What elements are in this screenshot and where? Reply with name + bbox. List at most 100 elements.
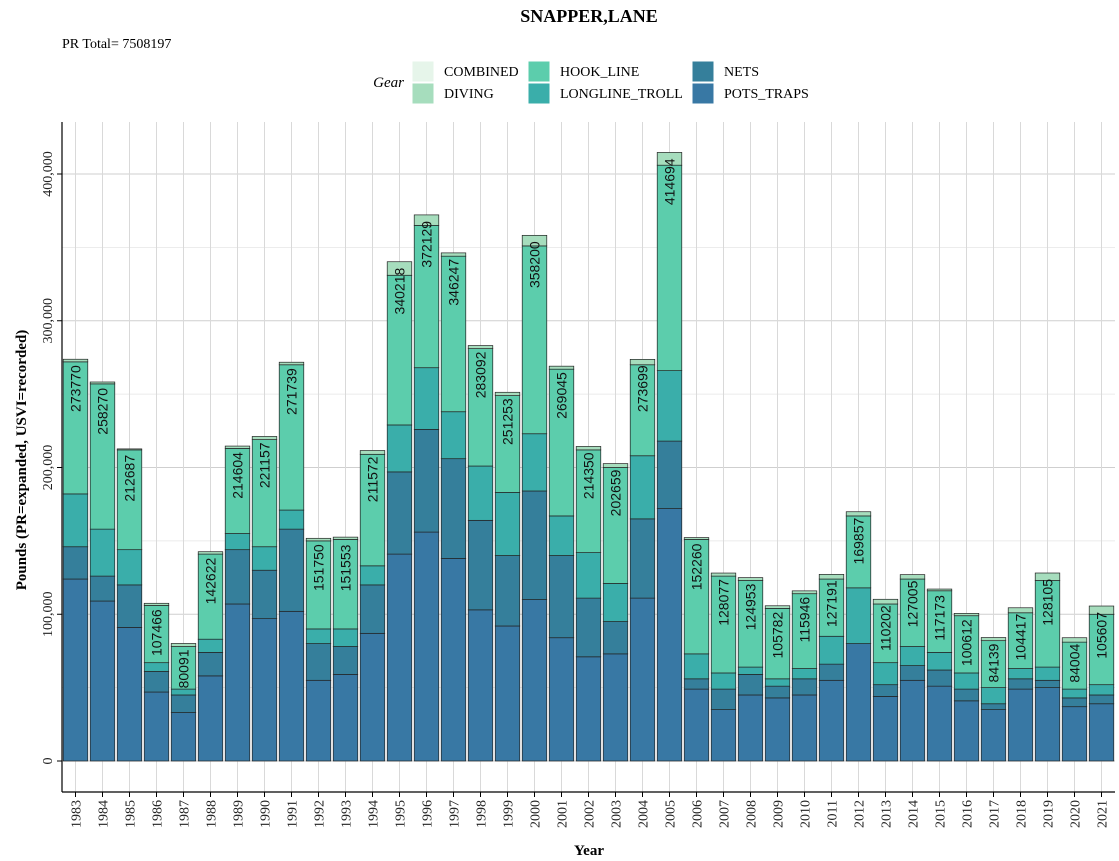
x-tick-label: 2013	[880, 800, 895, 828]
bar-segment-diving	[710, 572, 737, 577]
bar-segment-longline-troll	[602, 583, 629, 622]
x-tick-label: 1991	[286, 800, 301, 828]
bar-segment-pots-traps	[143, 691, 170, 762]
bar-segment-nets	[143, 671, 170, 693]
bar-segment-diving	[602, 463, 629, 468]
bar-segment-longline-troll	[710, 672, 737, 690]
bar-total-label: 151553	[338, 544, 354, 591]
bar-segment-hook-line	[1034, 580, 1061, 668]
y-tick-label: 300,000	[41, 298, 56, 344]
x-tick-label: 2012	[853, 800, 868, 828]
bar-segment-pots-traps	[1007, 688, 1034, 762]
bar-segment-nets	[656, 440, 683, 509]
bar-segment-nets	[224, 549, 251, 605]
bar-segment-nets	[980, 703, 1007, 710]
bar-segment-pots-traps	[224, 603, 251, 762]
y-tick-label: 400,000	[41, 151, 56, 197]
bar-segment-longline-troll	[143, 662, 170, 672]
bar-total-label: 283092	[473, 351, 489, 398]
bar-total-label: 127005	[905, 580, 921, 627]
bar-total-label: 214604	[230, 452, 246, 499]
bar-segment-nets	[413, 428, 440, 533]
bar-segment-pots-traps	[332, 674, 359, 762]
bar-segment-longline-troll	[1061, 688, 1088, 699]
bar-total-label: 358200	[527, 241, 543, 288]
x-tick-label: 1990	[259, 800, 274, 828]
y-tick-label: 200,000	[41, 445, 56, 491]
bar-total-label: 105607	[1094, 612, 1110, 659]
bar-segment-diving	[143, 602, 170, 606]
bars	[62, 152, 1115, 762]
bar-segment-nets	[116, 584, 143, 628]
x-tick-label: 2008	[745, 800, 760, 828]
bar-segment-diving	[170, 643, 197, 647]
x-tick-label: 1988	[205, 800, 220, 828]
x-tick-label: 2021	[1096, 800, 1111, 828]
bar-segment-pots-traps	[305, 679, 332, 762]
bar-segment-longline-troll	[737, 666, 764, 675]
bar-segment-diving	[926, 588, 953, 592]
x-axis-label: Year	[574, 843, 604, 859]
bar-segment-diving	[413, 214, 440, 226]
bar-segment-pots-traps	[251, 618, 278, 762]
bar-segment-hook-line	[332, 539, 359, 630]
bar-segment-longline-troll	[629, 455, 656, 520]
x-tick-label: 1984	[97, 800, 112, 828]
bar-segment-diving	[305, 537, 332, 542]
bar-segment-diving	[845, 511, 872, 517]
bar-segment-pots-traps	[197, 675, 224, 762]
bar-segment-longline-troll	[872, 662, 899, 686]
x-tick-label: 1983	[70, 800, 85, 828]
bar-segment-longline-troll	[224, 533, 251, 551]
bar-segment-longline-troll	[548, 515, 575, 556]
bar-segment-nets	[1007, 678, 1034, 690]
bar-total-label: 271739	[284, 368, 300, 415]
bar-total-label: 251253	[500, 398, 516, 445]
bar-segment-longline-troll	[359, 565, 386, 586]
bar-segment-diving	[791, 590, 818, 595]
bar-total-label: 84139	[986, 643, 1002, 682]
bar-segment-longline-troll	[305, 628, 332, 644]
legend-swatch	[527, 82, 551, 105]
bar-segment-nets	[737, 674, 764, 696]
bar-segment-hook-line	[440, 255, 467, 413]
bar-segment-pots-traps	[548, 637, 575, 762]
x-tick-label: 1993	[340, 800, 355, 828]
x-tick-label: 1994	[367, 800, 382, 828]
bar-total-label: 211572	[365, 456, 381, 502]
bar-segment-pots-traps	[1088, 703, 1115, 762]
x-tick-label: 1998	[475, 800, 490, 828]
x-tick-label: 1987	[178, 800, 193, 828]
bar-segment-nets	[764, 685, 791, 699]
bar-segment-longline-troll	[197, 638, 224, 653]
bar-total-label: 128077	[716, 579, 732, 626]
bar-segment-nets	[305, 643, 332, 681]
legend-label: POTS_TRAPS	[724, 87, 809, 102]
bar-segment-diving	[575, 446, 602, 451]
bar-segment-nets	[683, 678, 710, 690]
bar-segment-hook-line	[386, 274, 413, 426]
bar-segment-nets	[89, 575, 116, 602]
y-axis-label: Pounds (PR=expanded, USVI=recorded)	[14, 330, 30, 591]
bar-segment-pots-traps	[89, 600, 116, 762]
bar-segment-nets	[791, 678, 818, 696]
bar-segment-diving	[764, 605, 791, 609]
bar-segment-pots-traps	[278, 610, 305, 762]
x-tick-label: 2017	[988, 800, 1003, 828]
bar-segment-pots-traps	[359, 632, 386, 762]
bar-total-label: 100612	[959, 619, 975, 666]
bar-segment-diving	[467, 345, 494, 349]
bar-segment-diving	[818, 573, 845, 580]
bar-segment-hook-line	[224, 448, 251, 534]
bar-segment-pots-traps	[899, 679, 926, 762]
y-tick-label: 0	[41, 758, 56, 765]
bar-segment-nets	[1034, 679, 1061, 688]
bar-segment-pots-traps	[926, 685, 953, 762]
bar-segment-diving	[629, 358, 656, 366]
bar-total-label: 214350	[581, 452, 597, 499]
bar-segment-hook-line	[143, 605, 170, 664]
bar-segment-diving	[1007, 607, 1034, 614]
bar-segment-longline-troll	[980, 687, 1007, 705]
bar-segment-hook-line	[494, 395, 521, 493]
bar-segment-longline-troll	[1034, 666, 1061, 681]
